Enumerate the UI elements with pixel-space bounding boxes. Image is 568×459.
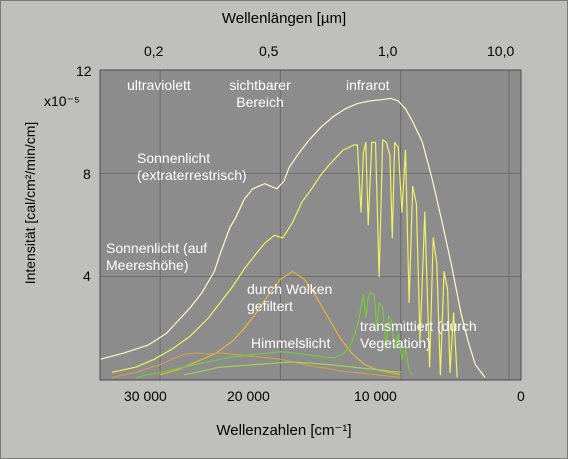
annotation-extraterrestrial: Sonnenlicht (extraterrestrisch) (137, 150, 247, 183)
top-tick-label: 0,2 (144, 43, 164, 59)
y-tick-label: 8 (83, 166, 91, 182)
series-lines (99, 97, 486, 378)
plot-border (99, 69, 522, 381)
series-line (111, 139, 458, 378)
region-label-ir: infrarot (346, 77, 390, 93)
annotation-clouds: durch Wolken gefiltert (247, 281, 333, 314)
annotation-skylight: Himmelslicht (251, 335, 331, 351)
top-tick-label: 1,0 (378, 43, 398, 59)
region-label-visible: sichtbarer Bereich (229, 77, 291, 110)
y-multiplier: x10⁻⁵ (44, 93, 80, 109)
grid (100, 70, 521, 380)
series-line (159, 270, 401, 376)
series-line (111, 352, 401, 378)
x-tick-label: 0 (517, 388, 525, 404)
y-tick-label: 4 (83, 268, 91, 284)
annotation-vegetation: transmittiert (durch Vegetation) (360, 318, 477, 351)
top-axis-title: Wellenlängen [µm] (221, 10, 347, 27)
series-line (99, 97, 486, 378)
y-axis-title: Intensität [cal/cm²/min/cm] (22, 121, 38, 285)
annotation-sea-level: Sonnenlicht (auf Meereshöhe) (106, 240, 208, 273)
x-tick-label: 20 000 (227, 388, 270, 404)
axes (99, 69, 522, 381)
series-line (184, 361, 401, 376)
x-tick-label: 10 000 (354, 388, 397, 404)
top-tick-label: 0,5 (259, 43, 279, 59)
y-tick-label: 12 (76, 63, 92, 79)
x-tick-label: 30 000 (124, 388, 167, 404)
top-tick-label: 10,0 (487, 43, 515, 59)
series-line (135, 291, 414, 378)
x-axis-title: Wellenzahlen [cm⁻¹] (216, 422, 352, 439)
plot-area (100, 70, 521, 380)
region-label-uv: ultraviolett (127, 77, 191, 93)
